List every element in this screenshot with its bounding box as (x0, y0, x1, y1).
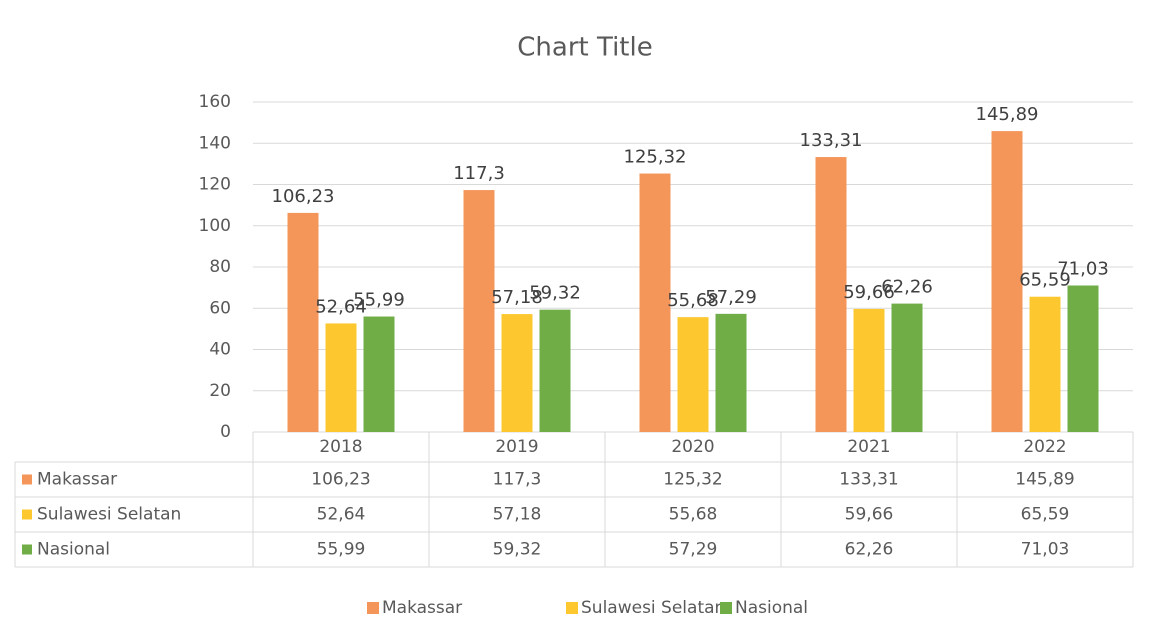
data-label: 52,64 (315, 296, 367, 317)
table-cell: 117,3 (493, 470, 542, 490)
x-tick-label: 2020 (671, 437, 714, 457)
x-tick-label: 2021 (847, 437, 890, 457)
data-label: 59,66 (843, 282, 895, 303)
legend-key (566, 602, 578, 614)
y-tick-label: 100 (199, 216, 231, 236)
bar (639, 173, 671, 432)
bar (715, 313, 747, 432)
x-tick-label: 2019 (495, 437, 538, 457)
table-cell: 62,26 (845, 540, 894, 560)
data-label: 55,68 (667, 290, 719, 311)
data-label: 71,03 (1057, 259, 1109, 280)
data-label: 62,26 (881, 277, 933, 298)
y-tick-label: 160 (199, 92, 231, 112)
bar (539, 309, 571, 432)
bar (891, 303, 923, 432)
legend-label: Makassar (382, 598, 462, 618)
bar (501, 314, 533, 432)
x-tick-label: 2018 (319, 437, 362, 457)
table-cell: 65,59 (1021, 505, 1070, 525)
data-label: 133,31 (800, 130, 863, 151)
data-label: 117,3 (453, 163, 505, 184)
y-tick-label: 80 (209, 257, 231, 277)
data-label: 55,99 (353, 290, 405, 311)
table-row-label: Nasional (37, 540, 110, 560)
bar (363, 316, 395, 432)
bar (287, 212, 319, 432)
y-tick-label: 40 (209, 340, 231, 360)
table-cell: 59,66 (845, 505, 894, 525)
data-label: 57,18 (491, 287, 543, 308)
legend-label: Nasional (735, 598, 808, 618)
table-cell: 106,23 (311, 470, 370, 490)
y-tick-label: 0 (220, 422, 231, 442)
table-legend-key (22, 509, 32, 520)
x-tick-label: 2022 (1023, 437, 1066, 457)
data-label: 145,89 (976, 104, 1039, 125)
table-legend-key (22, 474, 32, 485)
bar (325, 323, 357, 432)
legend-key (720, 602, 732, 614)
data-label: 125,32 (624, 147, 687, 168)
table-cell: 57,29 (669, 540, 718, 560)
table-cell: 57,18 (493, 505, 542, 525)
y-tick-label: 20 (209, 381, 231, 401)
table-cell: 145,89 (1015, 470, 1074, 490)
data-label: 59,32 (529, 283, 581, 304)
table-cell: 125,32 (663, 470, 722, 490)
y-tick-label: 60 (209, 298, 231, 318)
table-cell: 59,32 (493, 540, 542, 560)
bar (853, 308, 885, 432)
table-row-label: Sulawesi Selatan (37, 505, 181, 525)
legend-label: Sulawesi Selatan (581, 598, 725, 618)
chart-title: Chart Title (517, 33, 652, 63)
bar (1067, 285, 1099, 432)
data-label: 65,59 (1019, 270, 1071, 291)
table-cell: 133,31 (839, 470, 898, 490)
y-tick-label: 120 (199, 175, 231, 195)
bar (815, 157, 847, 432)
data-label: 57,29 (705, 287, 757, 308)
bar (991, 131, 1023, 432)
table-row-label: Makassar (37, 470, 117, 490)
table-cell: 55,99 (317, 540, 366, 560)
legend-key (367, 602, 379, 614)
bar (1029, 296, 1061, 432)
table-cell: 52,64 (317, 505, 366, 525)
data-label: 106,23 (272, 186, 335, 207)
bar (677, 317, 709, 432)
table-legend-key (22, 544, 32, 555)
table-cell: 55,68 (669, 505, 718, 525)
table-cell: 71,03 (1021, 540, 1070, 560)
y-tick-label: 140 (199, 133, 231, 153)
bar (463, 190, 495, 432)
